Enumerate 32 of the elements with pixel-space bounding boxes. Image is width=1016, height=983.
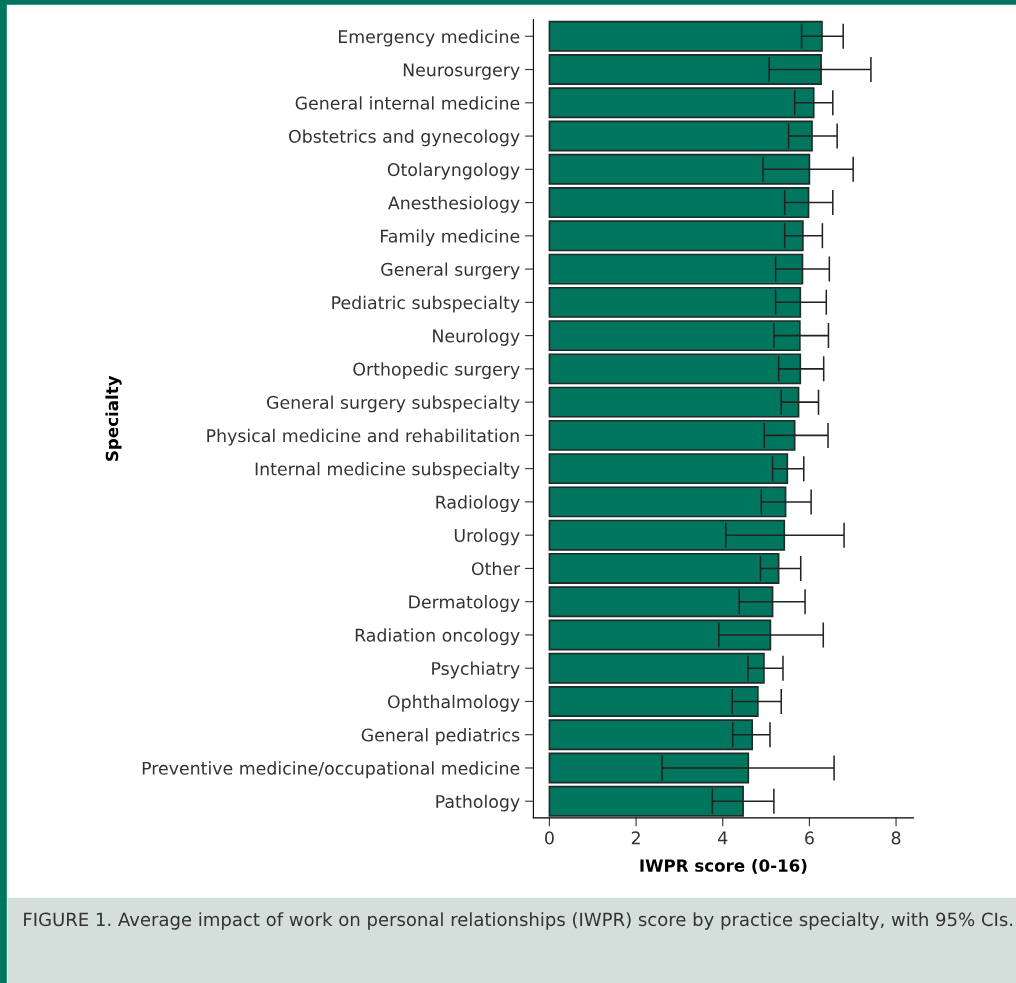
caption: FIGURE 1. Average impact of work on personal relationships (IWPR) score by practice specialty, with 95% CIs. [24, 912, 1013, 930]
y-tick-label: Anesthesiology [388, 195, 520, 213]
y-tick-label: Radiation oncology [355, 628, 520, 646]
y-tick-label: Physical medicine and rehabilitation [207, 428, 519, 446]
x-tick-label: 8 [891, 831, 901, 845]
y-tick-label: General internal medicine [295, 96, 520, 110]
x-tick-label: 6 [805, 831, 814, 845]
y-tick-label: General surgery [381, 262, 520, 280]
x-tick-label: 0 [545, 831, 554, 845]
y-tick-label: Pediatric subspecialty [332, 295, 520, 313]
x-axis-title: IWPR score (0-16) [640, 858, 807, 874]
y-tick-label: Urology [454, 528, 520, 546]
x-tick-label: 4 [718, 831, 728, 845]
x-tick-label: 2 [631, 831, 640, 845]
y-tick-label: Neurology [433, 329, 520, 346]
y-tick-label: Other [471, 561, 521, 576]
y-tick-label: Neurosurgery [403, 63, 520, 80]
y-tick-label: Radiology [436, 495, 520, 513]
y-tick-label: General surgery subspecialty [267, 395, 520, 413]
y-tick-label: Obstetrics and gynecology [289, 129, 520, 147]
y-tick-label: Psychiatry [432, 661, 520, 679]
y-tick-label: Otolaryngology [387, 162, 520, 180]
y-tick-label: Family medicine [381, 229, 520, 247]
y-axis-title: Specialty [105, 375, 122, 461]
y-tick-label: Orthopedic surgery [353, 362, 520, 380]
y-tick-label: Ophthalmology [387, 694, 520, 712]
y-tick-label: Pathology [436, 794, 520, 812]
y-tick-label: Emergency medicine [338, 29, 520, 47]
y-tick-label: Internal medicine subspecialty [255, 462, 520, 479]
y-tick-label: General pediatrics [361, 728, 520, 745]
y-tick-label: Preventive medicine/occupational medicine [142, 761, 520, 779]
y-tick-label: Dermatology [409, 595, 520, 612]
